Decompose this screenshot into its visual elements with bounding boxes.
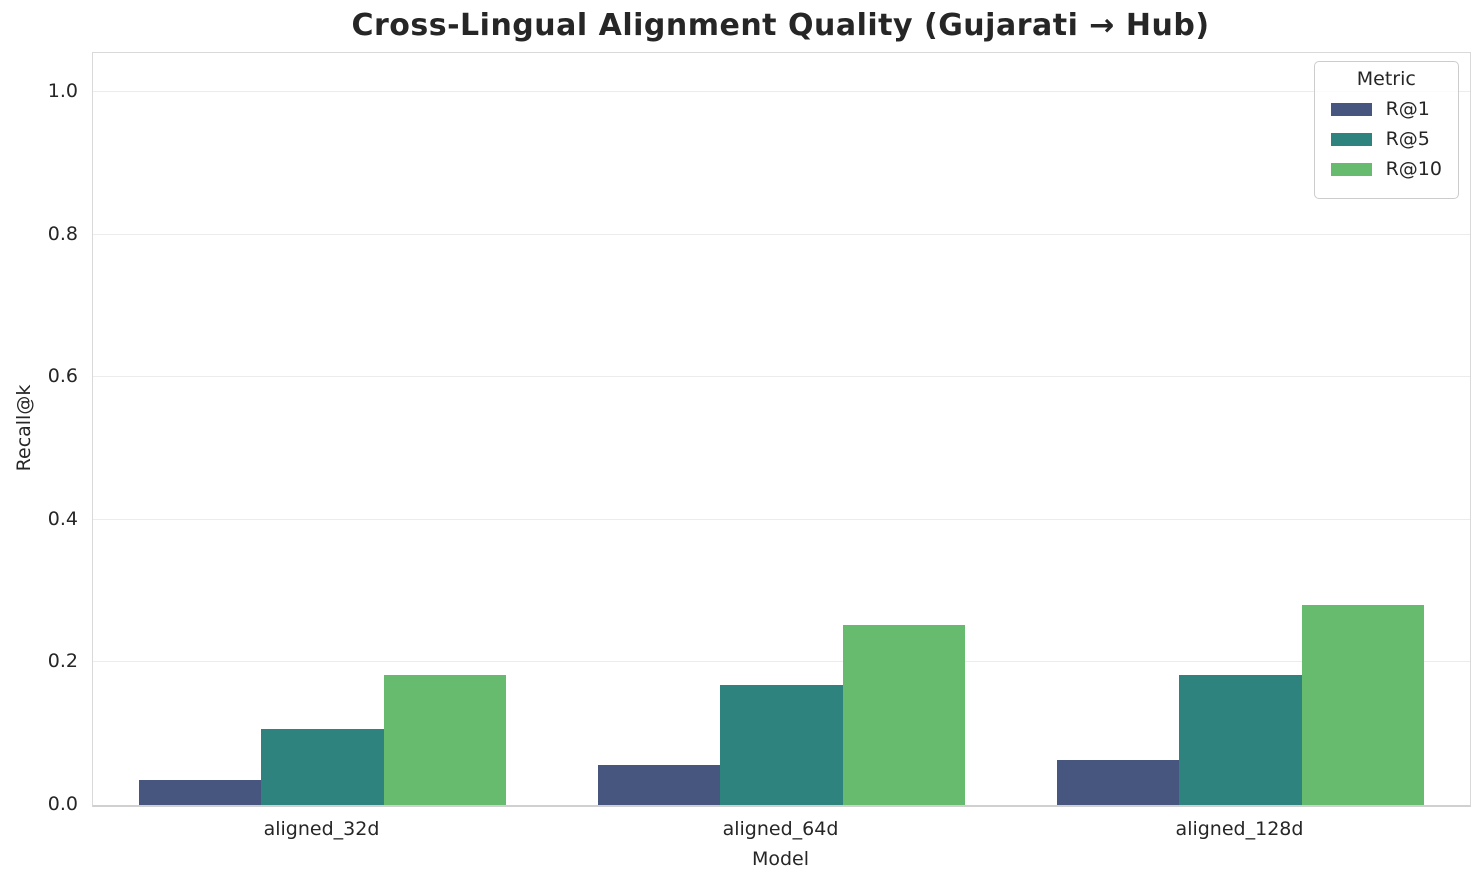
bar-r-5-aligned-32d <box>261 728 384 805</box>
y-axis-label: Recall@k <box>13 384 35 472</box>
bar-r-10-aligned-64d <box>842 624 966 805</box>
y-tick-1.0: 1.0 <box>47 80 78 103</box>
legend-items: R@1 R@5 R@10 <box>1330 98 1442 180</box>
x-axis-label: Model <box>751 848 810 870</box>
y-tick-0.4: 0.4 <box>47 507 78 530</box>
y-tick-0.0: 0.0 <box>47 793 78 815</box>
gridline-y-0.6 <box>93 376 1470 378</box>
legend-item-r-10: R@10 <box>1330 158 1442 180</box>
legend-item-r-5: R@5 <box>1330 128 1442 150</box>
x-tick-aligned-32d: aligned_32d <box>263 818 380 840</box>
bar-r-5-aligned-64d <box>720 684 843 805</box>
bar-r-5-aligned-128d <box>1179 674 1302 805</box>
bar-r-1-aligned-128d <box>1056 760 1180 805</box>
legend-label-r-5: R@5 <box>1385 128 1430 150</box>
plot-area <box>92 52 1471 807</box>
legend-title: Metric <box>1356 68 1416 90</box>
legend-label-r-1: R@1 <box>1385 98 1430 120</box>
legend-swatch-r-10 <box>1330 162 1372 176</box>
legend-swatch-r-5 <box>1330 132 1372 146</box>
bar-r-10-aligned-32d <box>383 674 507 805</box>
legend-label-r-10: R@10 <box>1385 158 1442 180</box>
gridline-y-0.4 <box>93 518 1470 520</box>
y-tick-0.6: 0.6 <box>47 365 78 388</box>
gridline-y-0.2 <box>93 661 1470 663</box>
gridline-y-0.8 <box>93 233 1470 235</box>
bar-r-10-aligned-128d <box>1301 605 1425 805</box>
legend: Metric R@1 R@5 R@10 <box>1313 61 1459 199</box>
gridline-y-1 <box>93 91 1470 93</box>
y-tick-0.2: 0.2 <box>47 650 78 673</box>
bar-r-1-aligned-32d <box>138 780 262 805</box>
bar-r-1-aligned-64d <box>597 765 721 805</box>
chart-title: Cross-Lingual Alignment Quality (Gujarat… <box>351 8 1210 43</box>
legend-item-r-1: R@1 <box>1330 98 1442 120</box>
legend-swatch-r-1 <box>1330 102 1372 116</box>
y-tick-0.8: 0.8 <box>47 222 78 245</box>
x-tick-aligned-128d: aligned_128d <box>1175 818 1304 840</box>
x-tick-aligned-64d: aligned_64d <box>722 818 839 840</box>
